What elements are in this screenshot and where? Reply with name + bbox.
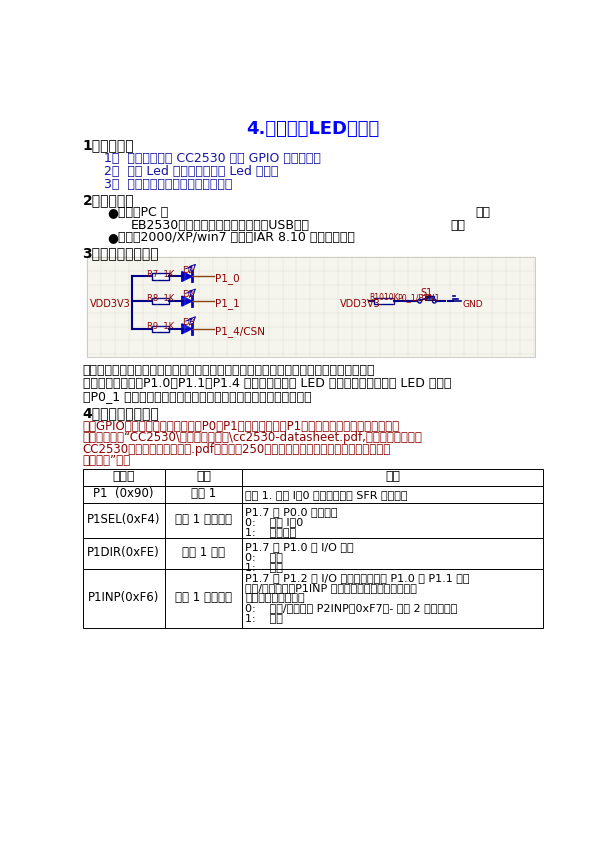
Text: 4．实验相关寄存器: 4．实验相关寄存器 <box>82 407 159 421</box>
Text: P1SEL(0xF4): P1SEL(0xF4) <box>87 513 161 526</box>
Bar <box>82 503 543 538</box>
Text: EB2530（底板、核心板、仿真器、USB线）: EB2530（底板、核心板、仿真器、USB线） <box>131 218 310 231</box>
Text: P1.7 到 P1.0 的 I/O 方向: P1.7 到 P1.0 的 I/O 方向 <box>246 542 354 552</box>
Text: 0:    通用 I／0: 0: 通用 I／0 <box>246 517 304 526</box>
Polygon shape <box>182 324 192 334</box>
Text: 1．实验目的: 1．实验目的 <box>82 138 134 152</box>
Text: 3．实验相关电路图: 3．实验相关电路图 <box>82 247 159 261</box>
Bar <box>152 273 169 280</box>
Text: D3: D3 <box>183 318 195 327</box>
Bar <box>82 538 543 569</box>
Text: P1DIR(0xFE): P1DIR(0xFE) <box>87 546 160 559</box>
Text: P0_1/BTN1: P0_1/BTN1 <box>397 293 440 303</box>
Text: D2: D2 <box>183 291 195 299</box>
Text: 0:    输入: 0: 输入 <box>246 552 284 562</box>
Text: 能导通发光。所以P1.0、P1.1、P1.4 引脚输出低电平 LED 亮，引脚输出亮电平 LED 熄灭。: 能导通发光。所以P1.0、P1.1、P1.4 引脚输出低电平 LED 亮，引脚输… <box>82 378 451 390</box>
Text: 0:    上拉/下拉（见 P2INP（0xF7）- 端口 2 输入模式）: 0: 上拉/下拉（见 P2INP（0xF7）- 端口 2 输入模式） <box>246 603 458 613</box>
Text: 2．实验设备: 2．实验设备 <box>82 194 134 207</box>
Text: CC2530中文数据手册完全版.pdf，翻译有250页非官方中文，有个别地方有错，请以英: CC2530中文数据手册完全版.pdf，翻译有250页非官方中文，有个别地方有错… <box>82 443 391 456</box>
Text: 一台: 一台 <box>475 206 491 219</box>
Text: 1:    三态: 1: 三态 <box>246 613 284 623</box>
Text: P1_4/CSN: P1_4/CSN <box>215 326 265 336</box>
Text: 1:    输出: 1: 输出 <box>246 562 284 572</box>
Text: 端口 1 方向: 端口 1 方向 <box>182 546 225 559</box>
Text: P1_0: P1_0 <box>215 273 240 284</box>
Polygon shape <box>182 272 192 281</box>
Text: 描述: 描述 <box>385 470 400 483</box>
Text: 上拉/下拉功能，P1INP 暂时不需要配置，了解一下为: 上拉/下拉功能，P1INP 暂时不需要配置，了解一下为 <box>246 583 417 593</box>
Text: 寄存器: 寄存器 <box>112 470 135 483</box>
Text: 1）  通过实验掌握 CC2530 芯片 GPIO 的配置方法: 1） 通过实验掌握 CC2530 芯片 GPIO 的配置方法 <box>104 151 321 165</box>
Text: 端口 1. 通用 I／0 端口。可以从 SFR 位寻址。: 端口 1. 通用 I／0 端口。可以从 SFR 位寻址。 <box>246 489 408 500</box>
Text: 当P0_1 引脚为低电平时说明按键被按下，高电平时为抬起状态。: 当P0_1 引脚为低电平时说明按键被按下，高电平时为抬起状态。 <box>82 390 311 403</box>
Text: 后面的实验打下基础: 后面的实验打下基础 <box>246 593 305 603</box>
Bar <box>374 298 394 304</box>
Text: ●: ● <box>108 206 119 219</box>
Text: 端口 1: 端口 1 <box>191 487 216 501</box>
Text: 操作GPIO口寄存要了解的寄存器，P0、P1相同以下只列出P1的寄存器。如下表所示（更详细: 操作GPIO口寄存要了解的寄存器，P0、P1相同以下只列出P1的寄存器。如下表所… <box>82 420 400 433</box>
Bar <box>82 569 543 628</box>
Text: 作用: 作用 <box>196 470 211 483</box>
Bar <box>82 486 543 503</box>
Text: VDD3V3: VDD3V3 <box>90 299 131 310</box>
Text: R1010K: R1010K <box>369 293 399 303</box>
Text: P1.7 到 P1.2 的 I/O 输入模式。由于 P1.0 和 P1.1 没有: P1.7 到 P1.2 的 I/O 输入模式。由于 P1.0 和 P1.1 没有 <box>246 573 470 583</box>
Text: 的介绍请参考“CC2530\相关资料与软件\cc2530-datasheet.pdf,英文不好的可参考: 的介绍请参考“CC2530\相关资料与软件\cc2530-datasheet.p… <box>82 431 422 445</box>
Text: 4.按键控制LED跑马灯: 4.按键控制LED跑马灯 <box>246 120 379 138</box>
Text: D1: D1 <box>183 266 195 274</box>
Text: P1INP(0xF6): P1INP(0xF6) <box>88 591 159 604</box>
Text: ●: ● <box>108 231 119 244</box>
Text: 3）  掌握按键的使用，实现人机交互: 3） 掌握按键的使用，实现人机交互 <box>104 178 233 191</box>
Text: 一套: 一套 <box>450 218 465 231</box>
Text: 1:    外设功能: 1: 外设功能 <box>246 526 296 537</box>
Bar <box>152 298 169 304</box>
Text: P1  (0x90): P1 (0x90) <box>93 487 154 501</box>
Text: R9  1K: R9 1K <box>147 322 174 331</box>
Polygon shape <box>182 296 192 306</box>
Text: 端口 1 输入模式: 端口 1 输入模式 <box>175 591 232 604</box>
Bar <box>152 326 169 332</box>
Text: P1.7 到 P0.0 功能选择: P1.7 到 P0.0 功能选择 <box>246 507 338 517</box>
Text: P1_1: P1_1 <box>215 298 240 309</box>
Text: 软件：2000/XP/win7 系统，IAR 8.10 集成开发环境: 软件：2000/XP/win7 系统，IAR 8.10 集成开发环境 <box>118 231 355 244</box>
Text: S1: S1 <box>420 288 433 298</box>
Bar <box>82 469 543 486</box>
Bar <box>425 297 434 299</box>
Text: 硬件：PC 机: 硬件：PC 机 <box>118 206 169 219</box>
Text: R8  1K: R8 1K <box>147 294 175 304</box>
Text: R7  1K: R7 1K <box>147 269 175 279</box>
Text: VDD3V3: VDD3V3 <box>340 299 381 310</box>
Text: GND: GND <box>463 299 483 309</box>
Text: 由于发光二级管单向导电特性，即只有在正向电压（二极管的正极接正，负极接负）下才: 由于发光二级管单向导电特性，即只有在正向电压（二极管的正极接正，负极接负）下才 <box>82 365 375 378</box>
Bar <box>87 257 535 357</box>
Text: 2）  掌握 Led 驱动电路及开关 Led 的原理: 2） 掌握 Led 驱动电路及开关 Led 的原理 <box>104 165 279 178</box>
Text: 文为主哦”）：: 文为主哦”）： <box>82 454 131 467</box>
Text: 端口 1 功能选择: 端口 1 功能选择 <box>175 513 232 526</box>
